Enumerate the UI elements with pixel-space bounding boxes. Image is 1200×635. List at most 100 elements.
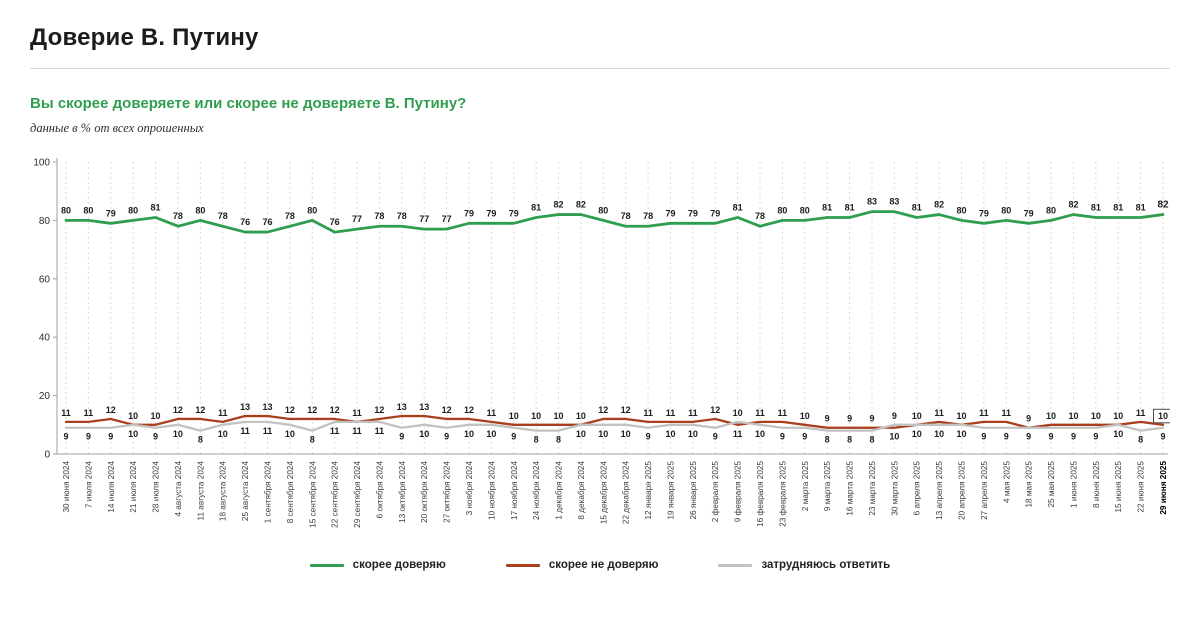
svg-text:21 июля 2024: 21 июля 2024 (129, 461, 138, 513)
svg-text:11: 11 (487, 408, 497, 418)
svg-text:10: 10 (665, 429, 675, 439)
svg-text:60: 60 (39, 274, 51, 285)
svg-text:82: 82 (1068, 200, 1078, 210)
svg-text:79: 79 (688, 208, 698, 218)
svg-text:11: 11 (330, 426, 340, 436)
series-line-1 (64, 414, 1165, 429)
svg-text:9: 9 (86, 432, 91, 442)
svg-text:9: 9 (892, 411, 897, 421)
svg-text:11: 11 (84, 408, 94, 418)
svg-text:10: 10 (1091, 411, 1101, 421)
svg-text:8 декабря 2024: 8 декабря 2024 (577, 461, 586, 520)
svg-text:79: 79 (486, 208, 496, 218)
svg-text:8: 8 (556, 435, 561, 445)
svg-text:19 января 2025: 19 января 2025 (666, 461, 675, 520)
legend-line-trust-icon (309, 563, 344, 567)
svg-text:10: 10 (912, 411, 922, 421)
svg-text:18 августа 2024: 18 августа 2024 (219, 461, 228, 522)
svg-text:80: 80 (1046, 205, 1056, 215)
svg-text:11: 11 (733, 429, 743, 439)
svg-text:80: 80 (128, 205, 138, 215)
svg-text:79: 79 (665, 208, 675, 218)
data-labels: 80 11 9 80 11 9 79 12 9 80 10 10 81 10 9 78 12 10 80 12 8 78 1… (61, 197, 1173, 445)
svg-text:79: 79 (464, 208, 474, 218)
svg-text:83: 83 (867, 197, 877, 207)
svg-text:8 июня 2025: 8 июня 2025 (1092, 461, 1101, 508)
svg-text:13: 13 (262, 402, 272, 412)
svg-text:9: 9 (869, 414, 874, 424)
svg-text:11: 11 (352, 408, 362, 418)
svg-text:79: 79 (710, 208, 720, 218)
svg-text:10: 10 (464, 429, 474, 439)
svg-text:81: 81 (822, 202, 832, 212)
svg-text:10: 10 (576, 411, 586, 421)
svg-text:9: 9 (802, 432, 807, 442)
svg-text:16 февраля 2025: 16 февраля 2025 (756, 461, 765, 527)
axes (56, 158, 1168, 455)
svg-text:79: 79 (1024, 208, 1034, 218)
svg-text:25 августа 2024: 25 августа 2024 (241, 461, 250, 522)
svg-text:28 июля 2024: 28 июля 2024 (152, 461, 161, 513)
legend-label-trust: скорее доверяю (352, 559, 446, 571)
svg-text:12: 12 (598, 405, 608, 415)
svg-text:78: 78 (173, 211, 183, 221)
svg-text:10: 10 (598, 429, 608, 439)
legend-item-distrust: скорее не доверяю (505, 559, 658, 571)
svg-text:10: 10 (576, 429, 586, 439)
svg-text:11: 11 (263, 426, 273, 436)
svg-text:13: 13 (419, 402, 429, 412)
svg-text:11: 11 (352, 426, 362, 436)
svg-text:7 июля 2024: 7 июля 2024 (84, 461, 93, 509)
svg-text:9: 9 (399, 432, 404, 442)
legend-label-undecided: затрудняюсь ответить (761, 559, 891, 571)
svg-text:10: 10 (1113, 411, 1123, 421)
svg-text:8: 8 (198, 435, 203, 445)
svg-text:10: 10 (934, 429, 944, 439)
svg-text:13: 13 (397, 402, 407, 412)
svg-text:14 июля 2024: 14 июля 2024 (107, 461, 116, 513)
svg-text:4 мая 2025: 4 мая 2025 (1002, 461, 1011, 503)
svg-text:11: 11 (643, 408, 653, 418)
svg-text:2 февраля 2025: 2 февраля 2025 (711, 461, 720, 523)
x-axis-labels: 30 июня 2024 7 июля 2024 14 июля 2024 21 ию… (62, 461, 1168, 528)
svg-text:10: 10 (128, 411, 138, 421)
y-axis-labels: 0 20 40 60 80 100 (33, 158, 57, 461)
svg-text:0: 0 (44, 450, 50, 461)
svg-text:80: 80 (61, 205, 71, 215)
svg-text:82: 82 (934, 200, 944, 210)
svg-text:100: 100 (33, 158, 50, 169)
svg-text:12 января 2025: 12 января 2025 (644, 461, 653, 520)
svg-text:12: 12 (307, 405, 317, 415)
svg-text:11: 11 (688, 408, 698, 418)
svg-text:6 октября 2024: 6 октября 2024 (375, 461, 384, 519)
svg-text:8 сентября 2024: 8 сентября 2024 (286, 461, 295, 524)
svg-text:80: 80 (307, 205, 317, 215)
svg-text:10: 10 (173, 429, 183, 439)
svg-text:12: 12 (374, 405, 384, 415)
svg-text:79: 79 (509, 208, 519, 218)
svg-text:12: 12 (285, 405, 295, 415)
svg-text:10: 10 (128, 429, 138, 439)
svg-text:23 марта 2025: 23 марта 2025 (868, 461, 877, 516)
svg-text:13: 13 (240, 402, 250, 412)
svg-text:9: 9 (153, 432, 158, 442)
svg-text:10: 10 (889, 432, 899, 442)
svg-text:10: 10 (688, 429, 698, 439)
svg-text:9: 9 (63, 432, 68, 442)
svg-text:80: 80 (83, 205, 93, 215)
svg-text:9 февраля 2025: 9 февраля 2025 (734, 461, 743, 523)
svg-text:20 апреля 2025: 20 апреля 2025 (958, 461, 967, 520)
svg-text:22 декабря 2024: 22 декабря 2024 (622, 461, 631, 525)
svg-text:80: 80 (39, 216, 51, 227)
svg-text:11: 11 (979, 408, 989, 418)
svg-text:8: 8 (847, 435, 852, 445)
svg-text:4 августа 2024: 4 августа 2024 (174, 461, 183, 517)
svg-text:20: 20 (39, 391, 51, 402)
svg-text:10: 10 (912, 429, 922, 439)
svg-text:10: 10 (1113, 429, 1123, 439)
svg-text:24 ноября 2024: 24 ноября 2024 (532, 461, 541, 520)
svg-text:22 сентября 2024: 22 сентября 2024 (331, 461, 340, 528)
chart-legend: скорее доверяю скорее не доверяю затрудн… (30, 559, 1170, 571)
svg-text:9: 9 (1026, 414, 1031, 424)
svg-text:9: 9 (825, 414, 830, 424)
